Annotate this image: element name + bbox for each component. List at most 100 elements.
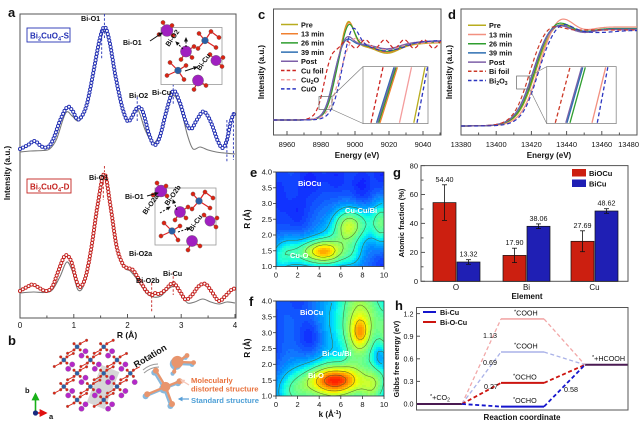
- svg-text:4: 4: [233, 321, 238, 330]
- svg-text:80: 80: [410, 161, 418, 170]
- svg-text:Element: Element: [511, 292, 542, 301]
- svg-text:BiOCu: BiOCu: [298, 179, 322, 188]
- svg-text:b: b: [25, 386, 30, 395]
- svg-text:8980: 8980: [313, 140, 330, 149]
- svg-text:Bi-O1: Bi-O1: [81, 14, 100, 23]
- svg-text:1.5: 1.5: [262, 246, 272, 255]
- svg-text:Cu-Cu/Bi: Cu-Cu/Bi: [345, 206, 377, 215]
- svg-text:Reaction coordinate: Reaction coordinate: [484, 413, 561, 422]
- svg-text:27.69: 27.69: [574, 221, 592, 230]
- svg-text:8: 8: [360, 400, 364, 409]
- svg-text:Pre: Pre: [489, 21, 501, 30]
- svg-text:Cu: Cu: [589, 283, 599, 292]
- svg-text:Cu foil: Cu foil: [301, 66, 324, 75]
- svg-text:3.5: 3.5: [262, 183, 272, 192]
- svg-text:R (Å): R (Å): [243, 338, 252, 357]
- svg-text:BiOCu: BiOCu: [589, 169, 613, 178]
- svg-text:0.3: 0.3: [404, 377, 414, 386]
- svg-text:Bi-Cu/Bi: Bi-Cu/Bi: [322, 349, 352, 358]
- svg-text:13420: 13420: [521, 140, 542, 149]
- svg-text:0: 0: [274, 400, 278, 409]
- svg-text:3.0: 3.0: [262, 199, 272, 208]
- svg-text:0.9: 0.9: [404, 332, 414, 341]
- svg-text:13400: 13400: [486, 140, 507, 149]
- svg-text:BiOCu: BiOCu: [300, 308, 324, 317]
- svg-text:Energy (eV): Energy (eV): [527, 151, 572, 160]
- svg-text:R (Å): R (Å): [243, 209, 252, 228]
- svg-text:60: 60: [410, 190, 418, 199]
- svg-text:1.5: 1.5: [262, 376, 272, 385]
- svg-text:2: 2: [125, 321, 130, 330]
- svg-text:8: 8: [360, 271, 364, 280]
- svg-text:*OCHO: *OCHO: [513, 396, 537, 405]
- svg-text:Bi2O3: Bi2O3: [489, 76, 508, 87]
- svg-text:3.0: 3.0: [262, 328, 272, 337]
- svg-text:Bi: Bi: [523, 283, 530, 292]
- svg-text:17.90: 17.90: [506, 238, 524, 247]
- svg-text:Molecularly: Molecularly: [191, 376, 234, 385]
- svg-text:48.62: 48.62: [598, 199, 616, 208]
- svg-text:Bi-O1: Bi-O1: [123, 40, 142, 47]
- svg-text:*+HCOOH: *+HCOOH: [592, 354, 625, 363]
- svg-text:Bi-Cu: Bi-Cu: [152, 88, 171, 97]
- svg-text:b: b: [8, 333, 16, 348]
- svg-text:54.40: 54.40: [436, 175, 454, 184]
- svg-text:4.0: 4.0: [262, 168, 272, 177]
- svg-text:10: 10: [380, 271, 388, 280]
- svg-text:1: 1: [72, 321, 77, 330]
- svg-text:Bi-O: Bi-O: [308, 371, 324, 380]
- svg-text:Standard structure: Standard structure: [191, 396, 259, 405]
- svg-text:1.0: 1.0: [262, 392, 272, 401]
- svg-text:26 min: 26 min: [489, 40, 512, 49]
- svg-text:2.0: 2.0: [262, 360, 272, 369]
- svg-text:0: 0: [414, 277, 418, 286]
- svg-text:Post: Post: [489, 58, 505, 67]
- svg-text:0.58: 0.58: [564, 385, 578, 394]
- svg-text:0: 0: [274, 271, 278, 280]
- svg-text:Bi2CuO4-S: Bi2CuO4-S: [30, 32, 70, 43]
- svg-text:Bi-Cu: Bi-Cu: [440, 308, 459, 317]
- svg-text:Intensity (a.u.): Intensity (a.u.): [3, 146, 12, 201]
- svg-text:40: 40: [410, 219, 418, 228]
- svg-text:Cu2O: Cu2O: [301, 76, 320, 87]
- svg-text:0.27: 0.27: [484, 382, 498, 391]
- svg-text:Bi-O-Cu: Bi-O-Cu: [440, 318, 467, 327]
- svg-text:Bi foil: Bi foil: [489, 67, 509, 76]
- svg-text:k (Å-1): k (Å-1): [319, 410, 342, 419]
- svg-text:Gibbs free energy (eV): Gibbs free energy (eV): [392, 320, 401, 397]
- svg-text:Cu-O: Cu-O: [290, 251, 308, 260]
- svg-text:13480: 13480: [618, 140, 639, 149]
- svg-text:BiCu: BiCu: [589, 180, 607, 189]
- svg-text:2.5: 2.5: [262, 215, 272, 224]
- svg-text:Bi-O1: Bi-O1: [89, 173, 108, 182]
- svg-text:Bi2CuO4-D: Bi2CuO4-D: [30, 183, 70, 194]
- svg-text:h: h: [395, 298, 403, 313]
- svg-text:9020: 9020: [381, 140, 398, 149]
- svg-text:R (Å): R (Å): [117, 330, 137, 340]
- svg-text:8960: 8960: [279, 140, 296, 149]
- svg-text:2.0: 2.0: [262, 231, 272, 240]
- svg-text:10: 10: [380, 400, 388, 409]
- svg-text:1.0: 1.0: [262, 262, 272, 271]
- svg-text:*COOH: *COOH: [514, 342, 538, 351]
- svg-text:39 min: 39 min: [301, 48, 324, 57]
- svg-text:0.6: 0.6: [404, 355, 414, 364]
- svg-text:39 min: 39 min: [489, 49, 512, 58]
- svg-text:4.0: 4.0: [262, 297, 272, 306]
- svg-text:Pre: Pre: [301, 20, 313, 29]
- svg-text:2: 2: [296, 400, 300, 409]
- svg-text:Intensity (a.u.): Intensity (a.u.): [445, 45, 454, 100]
- svg-text:Energy (eV): Energy (eV): [335, 151, 380, 160]
- svg-text:0: 0: [18, 321, 23, 330]
- svg-text:0.69: 0.69: [483, 358, 497, 367]
- svg-text:38.06: 38.06: [530, 214, 548, 223]
- svg-text:13 min: 13 min: [489, 30, 512, 39]
- svg-text:2: 2: [296, 271, 300, 280]
- svg-text:Bi-O2: Bi-O2: [129, 91, 148, 100]
- svg-text:4: 4: [317, 271, 321, 280]
- svg-text:9000: 9000: [347, 140, 364, 149]
- svg-text:9040: 9040: [415, 140, 432, 149]
- svg-text:Bi-O2a: Bi-O2a: [129, 249, 153, 258]
- svg-text:CuO: CuO: [301, 85, 317, 94]
- svg-text:distorted structure: distorted structure: [191, 385, 259, 394]
